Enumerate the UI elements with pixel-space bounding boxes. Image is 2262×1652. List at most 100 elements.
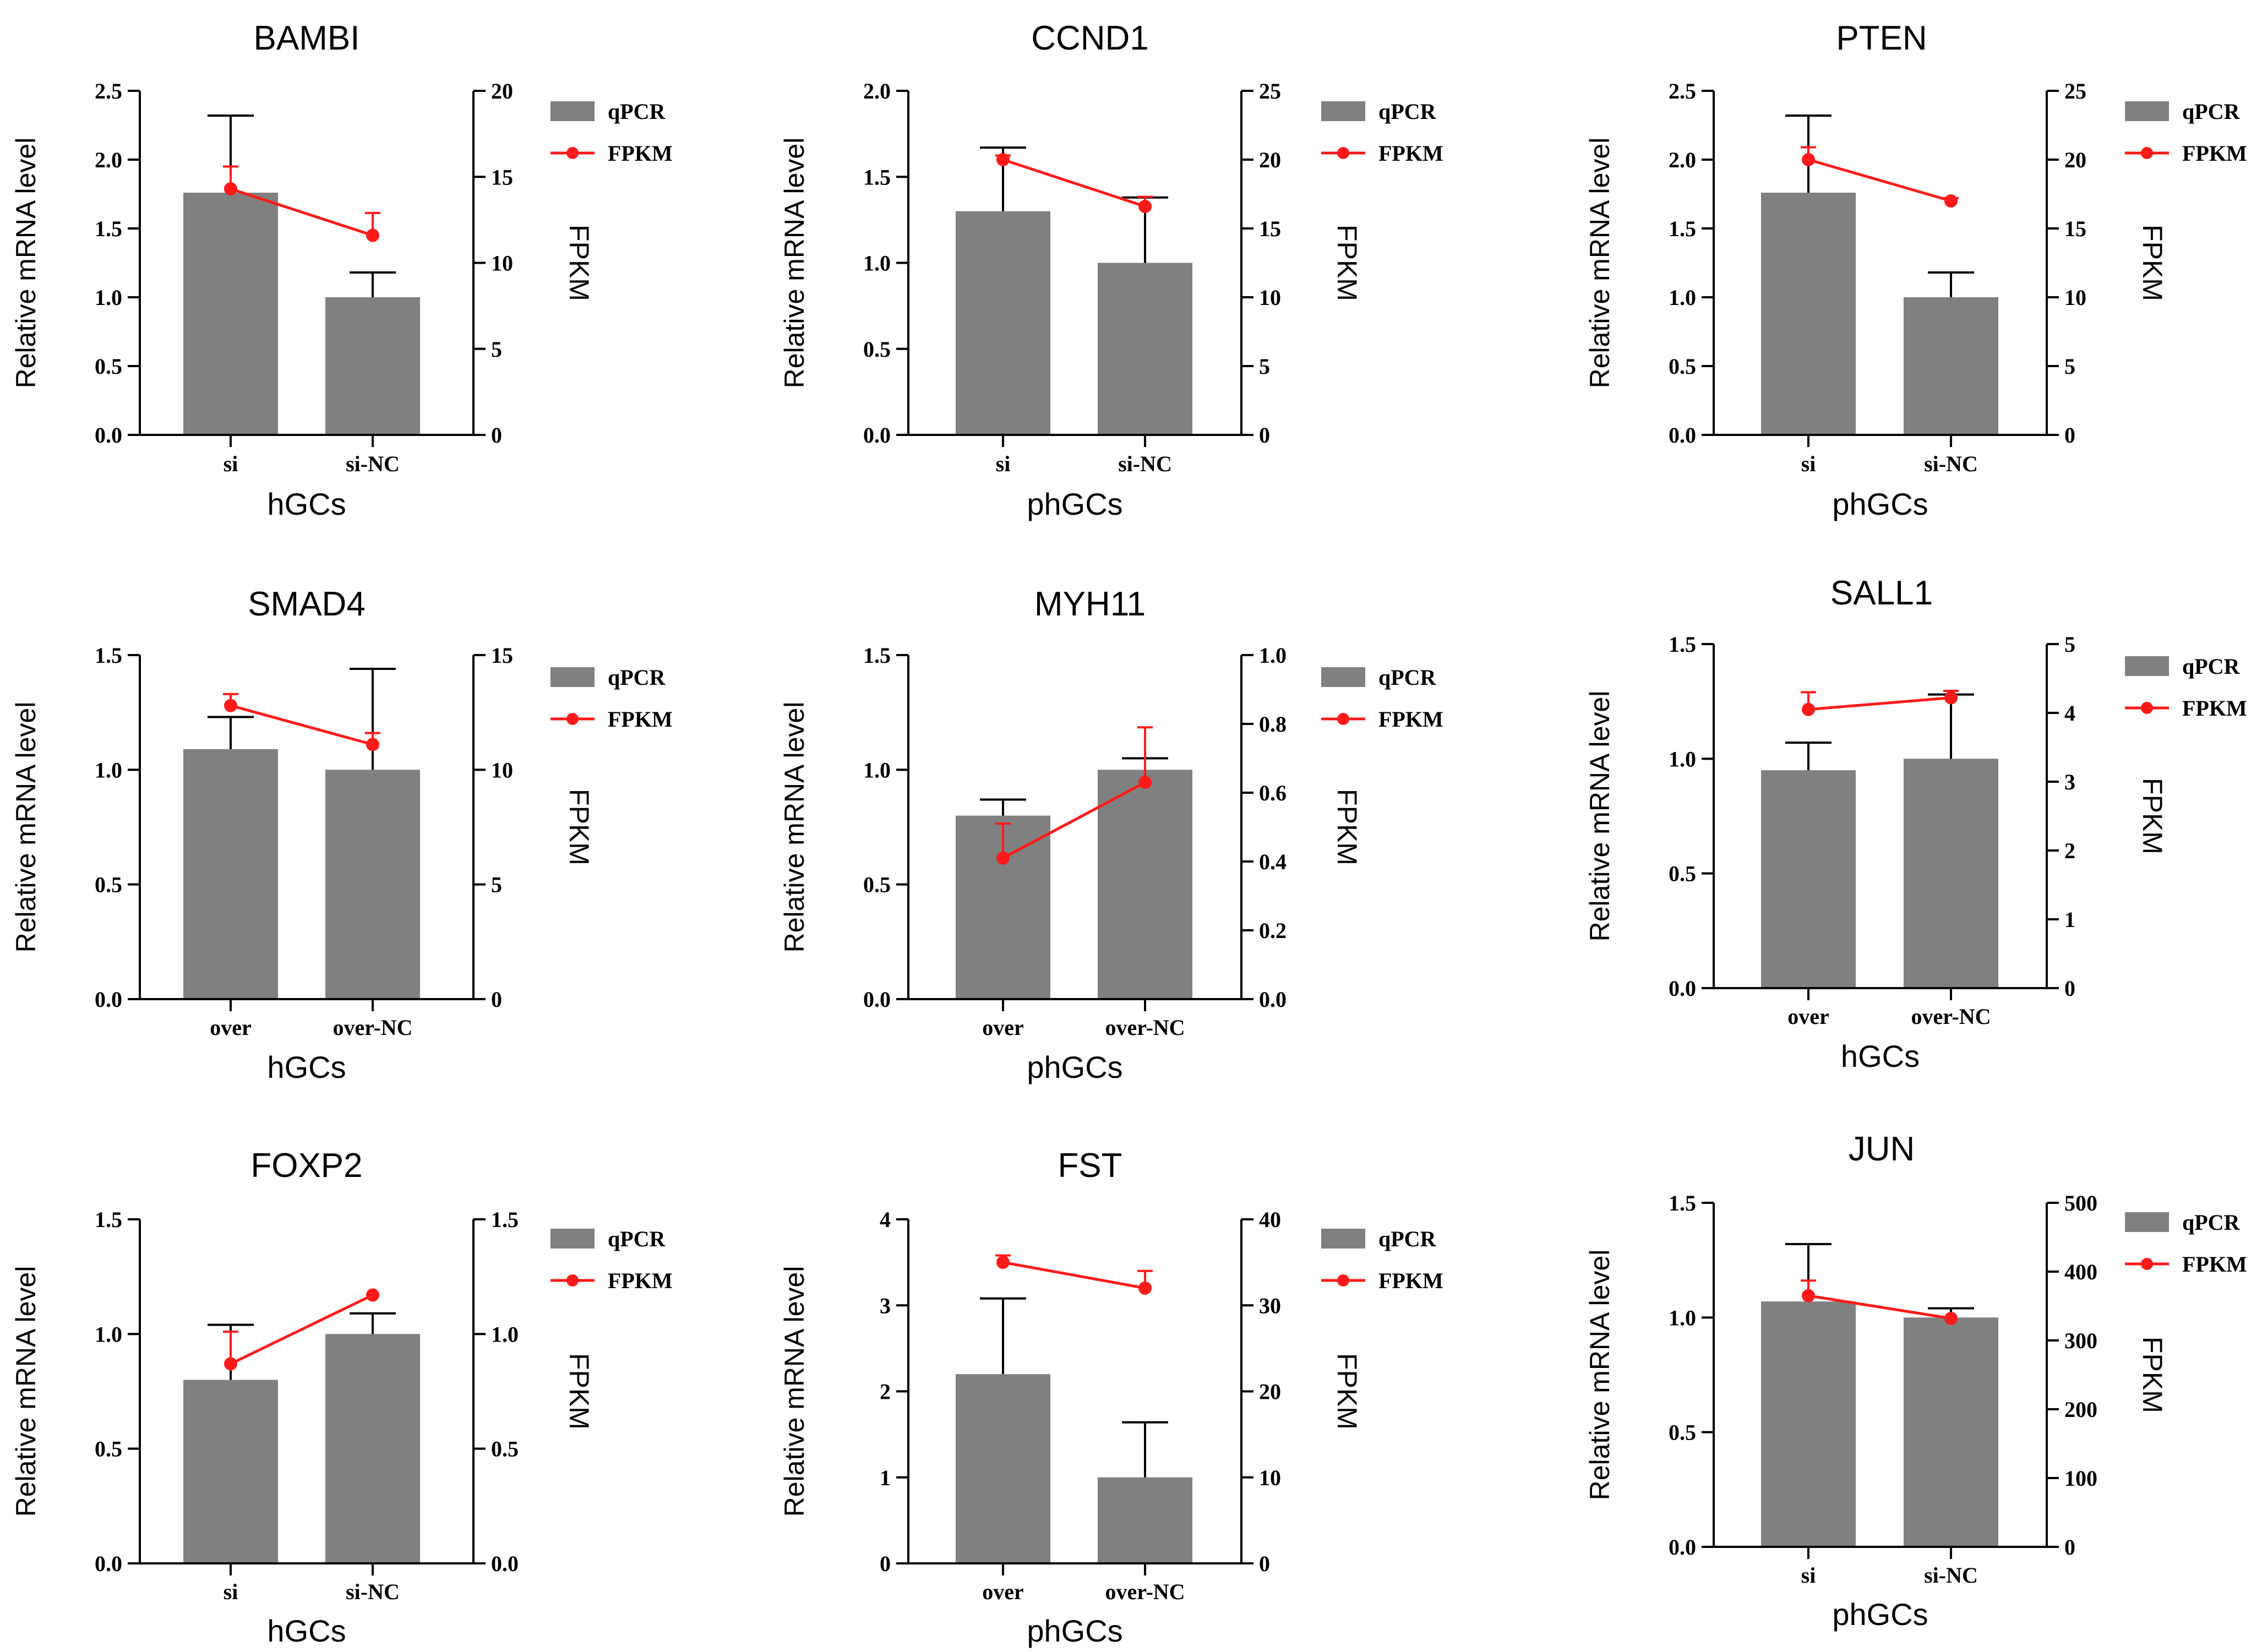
fpkm-point-si	[1802, 1289, 1815, 1302]
right-tick-label: 20	[1259, 148, 1281, 172]
right-tick-label: 0.2	[1259, 918, 1287, 943]
fpkm-point-si	[1802, 153, 1815, 166]
right-tick-label: 20	[2064, 148, 2086, 172]
left-tick-label: 1.0	[95, 757, 122, 782]
left-axis-label: Relative mRNA level	[10, 1266, 41, 1517]
bar-over-NC	[1098, 1477, 1192, 1563]
left-tick-label: 0.5	[863, 873, 891, 897]
chart-panel-myh11: MYH11 0.0 0.5 1.0 1.5 0.0 0.2 0.4 0.6 0.8 1.0 over o…	[779, 585, 1443, 1084]
right-tick-label: 0	[2064, 976, 2075, 1001]
right-tick-label: 0.6	[1259, 781, 1287, 805]
left-tick-label: 0.0	[95, 987, 122, 1012]
x-tick-label: si	[224, 1579, 238, 1604]
legend-fpkm-label: FPKM	[608, 1268, 673, 1293]
right-tick-label: 0	[2064, 423, 2075, 448]
bar-over-NC	[1098, 770, 1192, 999]
right-tick-label: 5	[2064, 354, 2075, 379]
legend: qPCR FPKM	[2125, 99, 2247, 166]
left-tick-label: 4	[880, 1207, 891, 1232]
legend-fpkm-marker	[2141, 1258, 2153, 1270]
legend-fpkm-label: FPKM	[1378, 141, 1443, 166]
chart-panel-pten: PTEN 0.0 0.5 1.0 1.5 2.0 2.5 0 5 10 15 20 25 si si-NC R…	[1584, 19, 2247, 521]
left-tick-label: 1.5	[1669, 632, 1696, 657]
legend-qpcr-label: qPCR	[1378, 665, 1437, 690]
left-tick-label: 0	[880, 1551, 891, 1576]
left-tick-label: 1.5	[95, 643, 122, 668]
fpkm-point-si	[224, 1357, 237, 1371]
right-tick-label: 30	[1259, 1293, 1281, 1318]
legend-fpkm-marker	[1337, 713, 1349, 725]
chart-title: SMAD4	[248, 585, 366, 623]
right-tick-label: 1.0	[1259, 643, 1287, 668]
bar-si	[183, 1380, 278, 1563]
left-axis-label: Relative mRNA level	[10, 702, 41, 953]
chart-panel-smad4: SMAD4 0.0 0.5 1.0 1.5 0 5 10 15 over over-NC Relati…	[10, 585, 673, 1084]
right-axis-label: FPKM	[2137, 225, 2168, 301]
left-tick-label: 0.0	[1669, 423, 1696, 448]
legend-fpkm-label: FPKM	[1378, 707, 1443, 732]
chart-title: MYH11	[1034, 585, 1146, 623]
right-axis-label: FPKM	[2137, 1337, 2168, 1413]
left-tick-label: 0.5	[95, 1437, 122, 1462]
chart-panel-foxp2: FOXP2 0.0 0.5 1.0 1.5 0.0 0.5 1.0 1.5 si si-NC Rela…	[10, 1147, 673, 1648]
chart-title: FOXP2	[250, 1147, 362, 1185]
x-axis-label: hGCs	[267, 1050, 346, 1084]
legend-fpkm-label: FPKM	[2182, 696, 2247, 721]
left-tick-label: 2.0	[1669, 148, 1696, 172]
x-axis-label: phGCs	[1832, 1597, 1928, 1632]
chart-title: SALL1	[1830, 574, 1933, 612]
left-tick-label: 0.0	[863, 423, 891, 448]
fpkm-line	[1002, 1261, 1146, 1290]
legend-fpkm-label: FPKM	[1378, 1268, 1443, 1293]
left-tick-label: 1.5	[1669, 216, 1696, 241]
right-axis-label: FPKM	[1332, 789, 1362, 865]
right-tick-label: 4	[2064, 701, 2075, 726]
left-axis-label: Relative mRNA level	[779, 138, 810, 389]
right-tick-label: 3	[2064, 770, 2075, 794]
x-tick-label: over-NC	[333, 1015, 412, 1040]
x-tick-label: over-NC	[1105, 1015, 1185, 1040]
fpkm-point-over	[996, 1256, 1010, 1269]
x-tick-label: si-NC	[1924, 1563, 1978, 1588]
right-tick-label: 0.0	[491, 1551, 519, 1576]
left-tick-label: 1.5	[1669, 1191, 1696, 1215]
legend-qpcr-label: qPCR	[2182, 1210, 2241, 1235]
x-tick-label: over-NC	[1105, 1579, 1185, 1604]
right-tick-label: 1.0	[491, 1322, 519, 1346]
bar-si-NC	[325, 1334, 420, 1563]
legend: qPCR FPKM	[1321, 1226, 1443, 1293]
fpkm-point-si-NC	[1944, 194, 1958, 208]
left-tick-label: 0.0	[1669, 976, 1696, 1001]
chart-title: PTEN	[1836, 19, 1927, 57]
left-axis-label: Relative mRNA level	[779, 1266, 810, 1517]
legend-fpkm-label: FPKM	[2182, 1252, 2247, 1277]
right-tick-label: 15	[491, 165, 513, 189]
right-tick-label: 5	[491, 873, 502, 897]
fpkm-point-over-NC	[366, 738, 379, 751]
fpkm-point-si-NC	[366, 228, 379, 242]
legend-fpkm-label: FPKM	[608, 141, 673, 166]
right-axis-label: FPKM	[564, 225, 595, 301]
left-tick-label: 0.0	[1669, 1535, 1696, 1560]
right-tick-label: 300	[2064, 1328, 2097, 1353]
legend-qpcr-swatch	[2125, 1212, 2169, 1232]
bar-si-NC	[1904, 1317, 1998, 1547]
x-axis-label: hGCs	[267, 1613, 346, 1648]
fpkm-line	[1808, 1294, 1952, 1320]
left-tick-label: 1.0	[95, 1322, 122, 1346]
fpkm-point-si	[224, 182, 237, 196]
legend-qpcr-label: qPCR	[608, 99, 666, 124]
left-axis-label: Relative mRNA level	[10, 138, 41, 389]
legend: qPCR FPKM	[2125, 654, 2247, 721]
x-tick-label: si	[1801, 1563, 1816, 1588]
right-tick-label: 1	[2064, 907, 2075, 932]
x-tick-label: over	[982, 1015, 1024, 1040]
right-tick-label: 40	[1259, 1207, 1281, 1232]
left-tick-label: 2	[880, 1380, 891, 1404]
x-tick-label: over-NC	[1911, 1004, 1991, 1029]
fpkm-point-si	[996, 153, 1010, 166]
left-tick-label: 1.0	[1669, 285, 1696, 310]
fpkm-line	[230, 187, 373, 237]
left-tick-label: 1.0	[1669, 746, 1696, 771]
